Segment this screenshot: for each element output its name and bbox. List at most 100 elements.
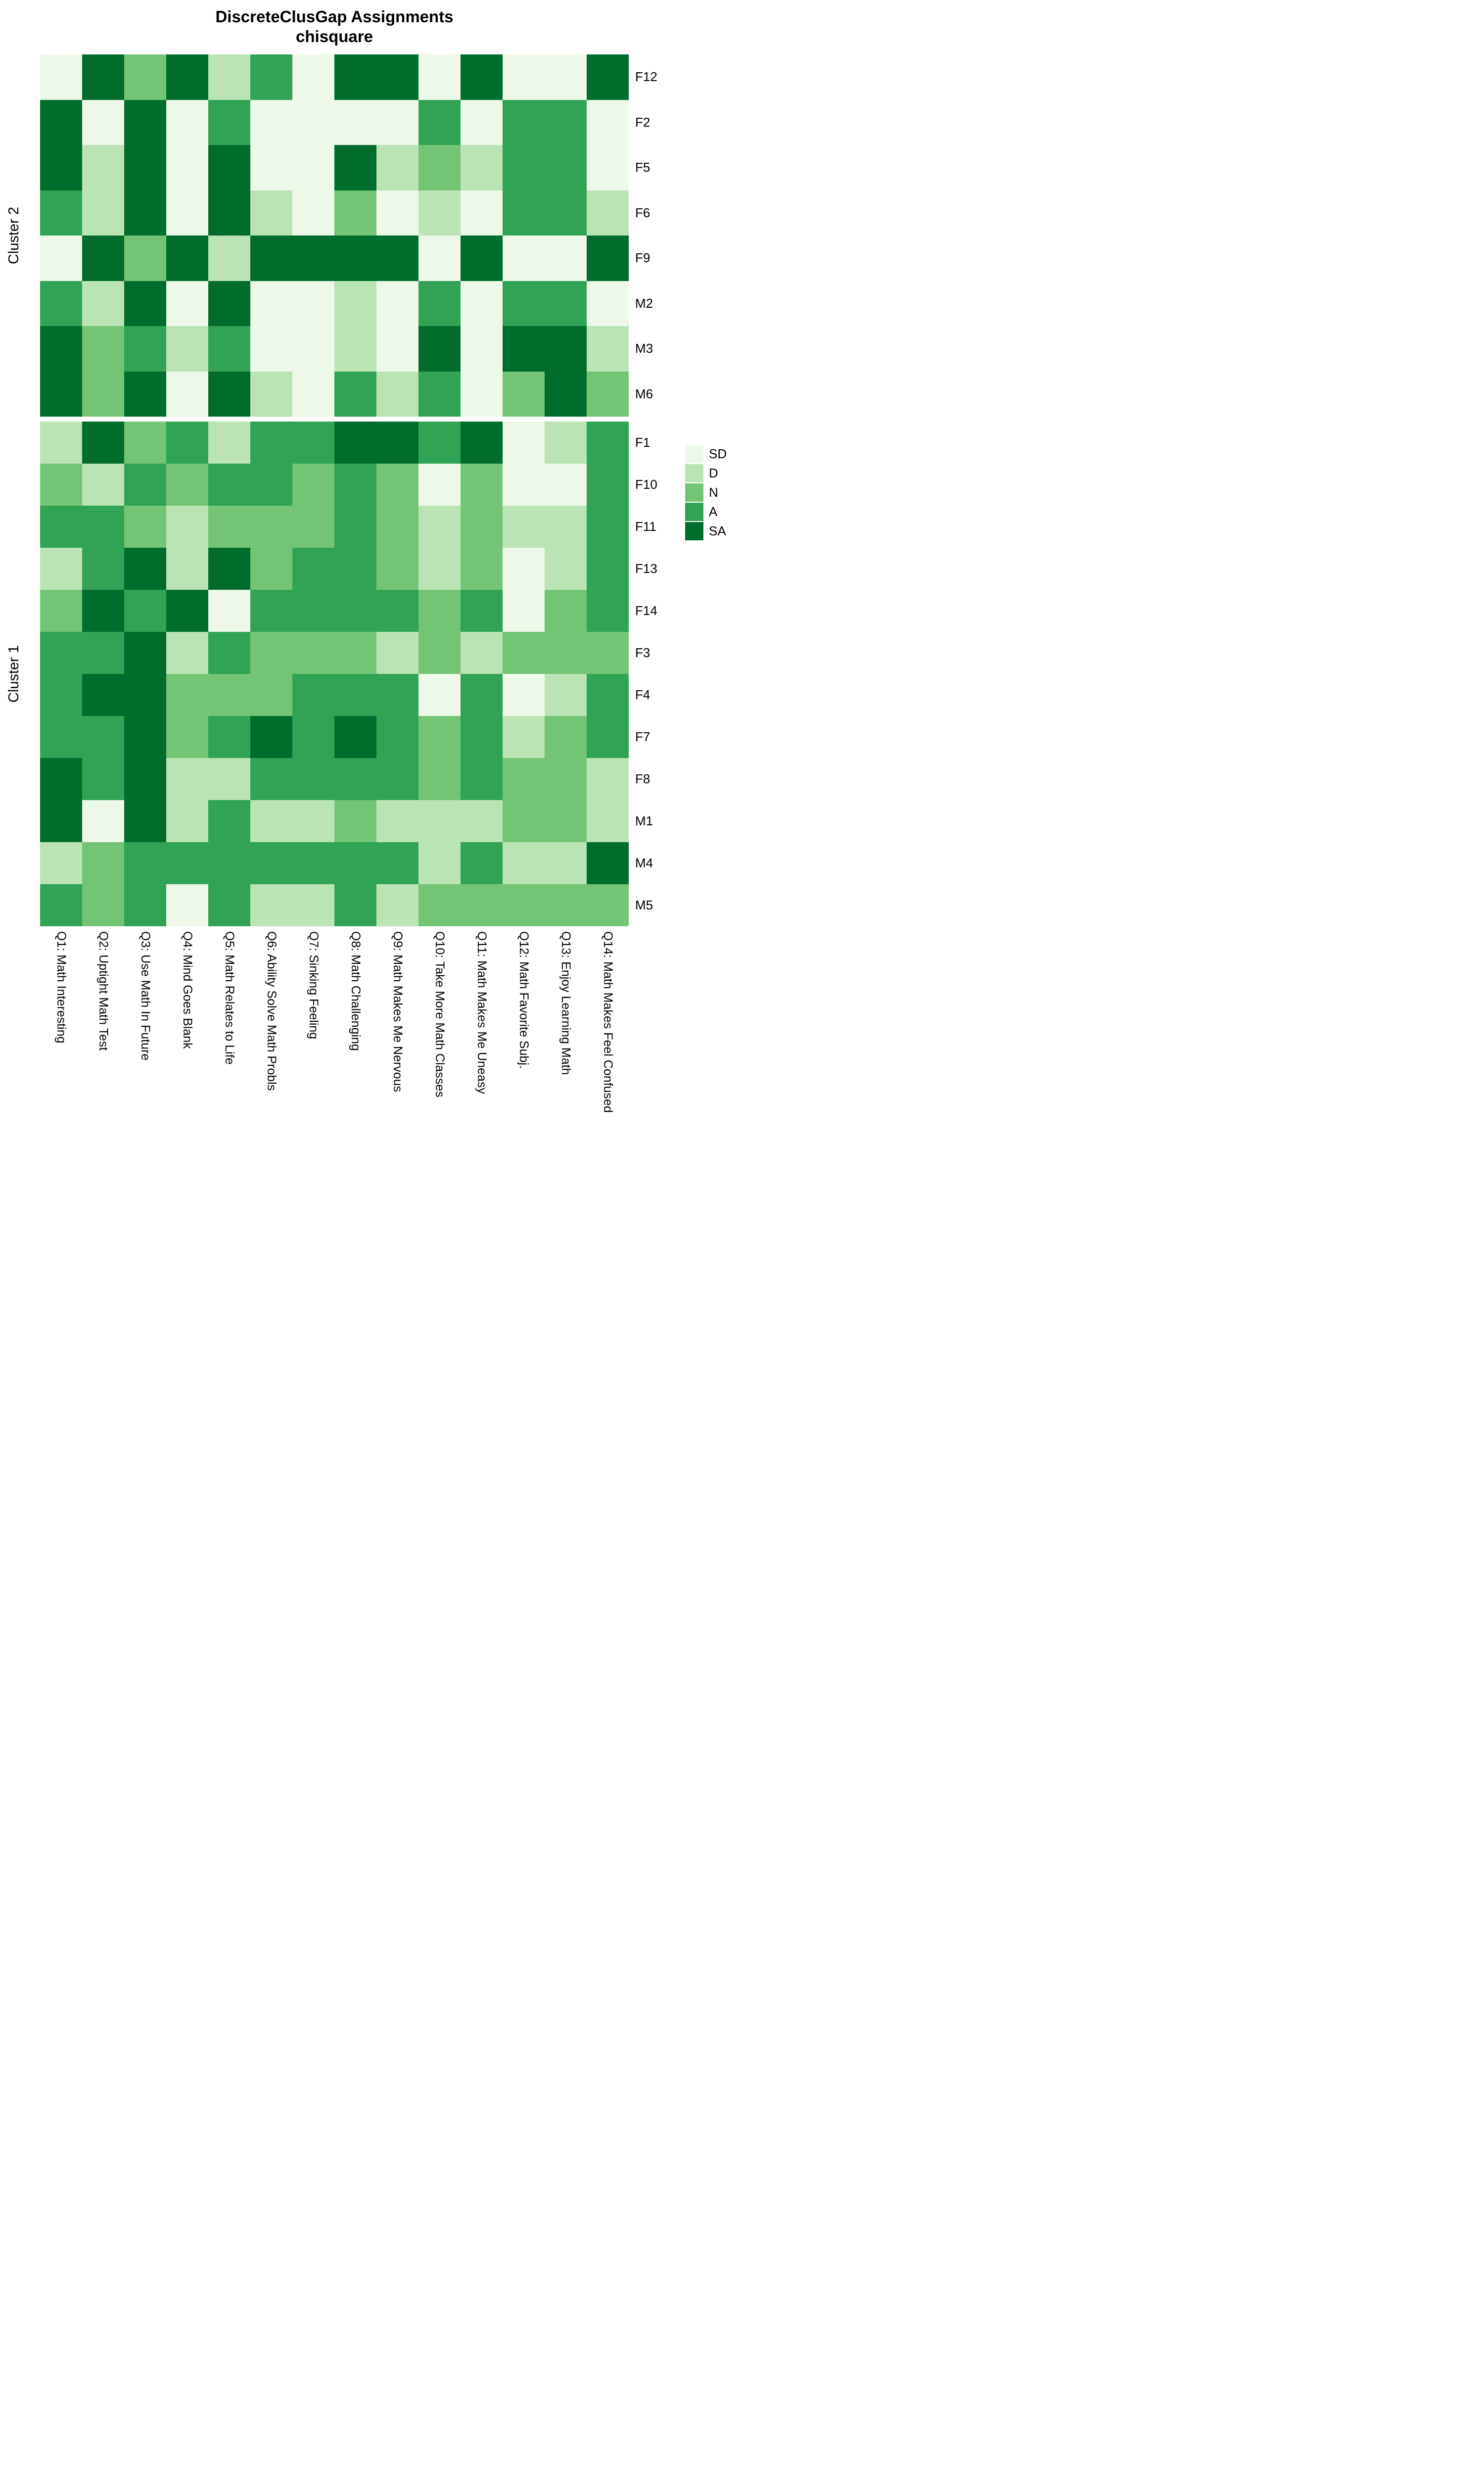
heatmap-cell (587, 464, 629, 506)
heatmap-cell (208, 326, 250, 372)
heatmap-cell (461, 548, 503, 590)
row-label: M5 (635, 898, 653, 912)
heatmap-cell (461, 326, 503, 372)
legend-label: D (709, 466, 718, 480)
heatmap-cell (208, 371, 250, 417)
heatmap-cell (334, 548, 376, 590)
heatmap-cell (82, 842, 124, 884)
heatmap-cell (40, 371, 82, 417)
heatmap-cell (587, 674, 629, 716)
heatmap-cell (292, 190, 334, 236)
heatmap-cell (292, 422, 334, 464)
heatmap-cell (40, 145, 82, 190)
legend-entry: SD (685, 445, 727, 463)
heatmap-cell (292, 326, 334, 372)
heatmap-cell (208, 54, 250, 100)
heatmap-cell (208, 632, 250, 674)
heatmap-cell (250, 590, 292, 632)
legend-label: A (709, 504, 718, 519)
heatmap-cell (292, 54, 334, 100)
heatmap-cell (503, 99, 545, 145)
heatmap-cell (418, 422, 461, 464)
row-label: M6 (635, 386, 653, 401)
heatmap-cell (503, 674, 545, 716)
heatmap-cell (82, 632, 124, 674)
row-label: M4 (635, 856, 653, 870)
heatmap-cell (292, 548, 334, 590)
heatmap-cell (208, 758, 250, 800)
column-label: Q5: Math Relates to Life (223, 931, 236, 1065)
heatmap-cell (166, 422, 208, 464)
heatmap-cell (124, 590, 166, 632)
column-label: Q10: Take More Math Classes (433, 931, 447, 1097)
heatmap-cell (166, 590, 208, 632)
heatmap-cell (418, 326, 461, 372)
chart-title-block: DiscreteClusGap Assignments chisquare (40, 7, 629, 47)
heatmap-cell (40, 716, 82, 758)
heatmap-cell (250, 884, 292, 926)
heatmap-cell (124, 422, 166, 464)
heatmap-cell (40, 326, 82, 372)
heatmap-cell (376, 54, 418, 100)
heatmap-cell (40, 632, 82, 674)
heatmap-cell (334, 632, 376, 674)
heatmap-cell (376, 281, 418, 326)
heatmap-cell (250, 281, 292, 326)
heatmap-cell (82, 758, 124, 800)
heatmap-cell (461, 758, 503, 800)
heatmap-cell (166, 145, 208, 190)
heatmap-cell (418, 54, 461, 100)
heatmap-cell (124, 674, 166, 716)
heatmap-cell (124, 632, 166, 674)
heatmap-cell (166, 371, 208, 417)
heatmap-cell (292, 716, 334, 758)
heatmap-cell (82, 236, 124, 281)
heatmap-cell (124, 464, 166, 506)
heatmap-cell (545, 54, 587, 100)
legend-label: N (709, 485, 718, 500)
legend-entry: SA (685, 522, 727, 540)
heatmap-cell (166, 326, 208, 372)
heatmap-cell (208, 422, 250, 464)
heatmap-cell (292, 145, 334, 190)
heatmap-cell (587, 758, 629, 800)
heatmap-cell (166, 842, 208, 884)
heatmap-cell (376, 590, 418, 632)
heatmap-cell (166, 716, 208, 758)
row-label: F8 (635, 771, 650, 786)
legend-swatch-icon (685, 483, 703, 502)
heatmap-cell (418, 716, 461, 758)
heatmap-cell (503, 190, 545, 236)
heatmap-cell (124, 145, 166, 190)
heatmap-cell (208, 145, 250, 190)
heatmap-cell (40, 236, 82, 281)
heatmap-cell (250, 548, 292, 590)
heatmap-cell (208, 884, 250, 926)
heatmap-cell (587, 236, 629, 281)
heatmap-cell (418, 800, 461, 842)
legend-swatch-icon (685, 503, 703, 521)
heatmap-cell (503, 548, 545, 590)
heatmap-cell (40, 800, 82, 842)
heatmap-cell (376, 674, 418, 716)
heatmap-cell (208, 236, 250, 281)
heatmap-cell (376, 548, 418, 590)
heatmap-cell (82, 590, 124, 632)
legend-label: SD (709, 446, 727, 461)
heatmap-cell (461, 145, 503, 190)
heatmap-cell (292, 800, 334, 842)
heatmap-cell (292, 590, 334, 632)
heatmap-cell (461, 236, 503, 281)
column-label: Q9: Math Makes Me Nervous (391, 931, 405, 1093)
heatmap-cell (545, 674, 587, 716)
heatmap-figure: DiscreteClusGap Assignments chisquare Cl… (0, 0, 742, 1237)
heatmap-cell (545, 548, 587, 590)
row-label: F7 (635, 729, 650, 744)
heatmap-cell (292, 632, 334, 674)
heatmap-cell (166, 54, 208, 100)
heatmap-cell (503, 464, 545, 506)
heatmap-cell (334, 54, 376, 100)
heatmap-cell (124, 371, 166, 417)
heatmap-cell (376, 884, 418, 926)
heatmap-cell (250, 758, 292, 800)
